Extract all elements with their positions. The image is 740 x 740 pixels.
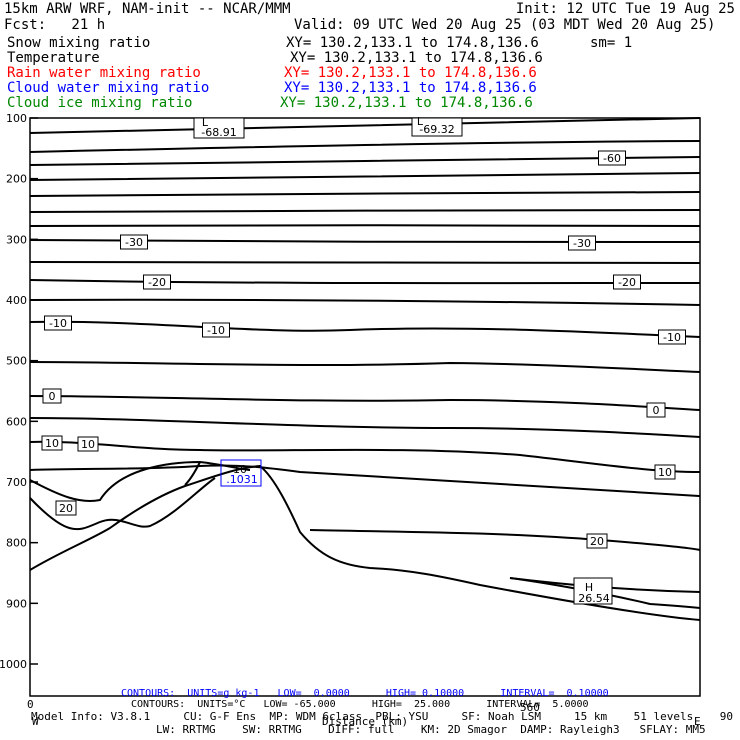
contour-label: -30 [573,237,591,250]
contour-label-box [568,235,596,251]
low-marker-letter: L [417,115,424,128]
isotherm-line [29,172,701,181]
high-value-label: 26.54 [578,592,610,605]
contour-label-box [646,402,666,418]
isotherm-line [29,477,216,531]
high-marker-letter: H [585,581,593,594]
y-tick-label: 800 [6,537,27,550]
contour-label: -20 [618,276,636,289]
field-rain-name: Rain water mixing ratio [7,65,201,81]
model-title: 15km ARW WRF, NAM-init -- NCAR/MMM [4,1,291,17]
contour-label-box [44,315,72,331]
low-value-label: -68.91 [201,126,236,139]
init-time: Init: 12 UTC Tue 19 Aug 25 [515,1,735,17]
isotherm-line [29,140,701,153]
model-info-line-2: LW: RRTMG SW: RRTMG DIFF: full KM: 2D Sm… [156,723,706,736]
contour-label-box [586,533,608,549]
y-tick-label: 900 [6,597,27,610]
isotherm-line [29,209,701,213]
black-contour-info: CONTOURS: UNITS=°C LOW= -65.000 HIGH= 25… [131,699,589,710]
isotherm-line-20 [29,460,251,502]
isotherm-line-20 [309,529,701,551]
contour-label-box [55,500,77,516]
field-cloudice-name: Cloud ice mixing ratio [7,95,193,111]
smoothing-value: sm= 1 [590,35,633,51]
x-end-label: 560 [520,701,540,714]
isotherm-line [509,577,701,609]
contour-label: 20 [590,535,604,548]
x-axis-label: Distance (km) [322,715,409,728]
field-rain-xy: XY= 130.2,133.1 to 174.8,136.6 [284,65,537,81]
contour-label-box [120,234,148,250]
isotherm-line [29,224,701,227]
field-snow-name: Snow mixing ratio [7,35,151,51]
field-snow-xy: XY= 130.2,133.1 to 174.8,136.6 [286,35,539,51]
y-tick-label: 500 [6,355,27,368]
y-axis-ticks: 100 200 300 400 500 600 700 800 900 1000 [0,112,38,671]
isotherm-line [29,260,701,265]
valid-time: Valid: 09 UTC Wed 20 Aug 25 (03 MDT Wed … [294,17,716,33]
contour-label: -10 [207,324,225,337]
x-left-letter: W [32,715,39,728]
field-temperature-xy: XY= 130.2,133.1 to 174.8,136.6 [290,50,543,66]
field-cloudice-xy: XY= 130.2,133.1 to 174.8,136.6 [280,95,533,111]
low-marker-letter: L [202,116,209,129]
y-tick-label: 400 [6,294,27,307]
contour-label: -10 [49,317,67,330]
contour-label: -60 [603,152,621,165]
y-tick-label: 100 [6,112,27,125]
isotherm-line [29,298,701,306]
isotherm-line [29,464,701,497]
contour-label-box [42,388,62,404]
isotherm-line [29,117,701,134]
cloud-water-max-value: .1031 [226,473,258,486]
contour-label: 10 [658,466,672,479]
field-cloudwater-xy: XY= 130.2,133.1 to 174.8,136.6 [284,80,537,96]
contour-label-box [41,435,63,451]
model-info-line-1: Model Info: V3.8.1 CU: G-F Ens MP: WDM 6… [31,710,740,723]
contour-label: 0 [49,390,56,403]
y-tick-label: 600 [6,415,27,428]
contour-label-box [654,464,676,480]
contour-label: -20 [148,276,166,289]
contour-label-box [143,274,171,290]
y-tick-label: 200 [6,173,27,186]
contour-label-box [598,150,626,166]
y-tick-label: 300 [6,233,27,246]
isotherm-line [29,361,701,373]
y-tick-label: 1000 [0,658,27,671]
extrema-markers: L -68.91 L -69.32 H 26.54 10 .1031 [193,115,613,605]
low-value-label: -69.32 [419,123,454,136]
field-cloudwater-name: Cloud water mixing ratio [7,80,210,96]
forecast-hour: Fcst: 21 h [4,17,106,33]
field-temperature-name: Temperature [7,50,100,66]
contour-label: 10 [81,438,95,451]
isotherm-line [184,461,201,486]
terrain-outline [29,464,701,621]
blue-contour-info: CONTOURS: UNITS=g kg-1 LOW= 0.0000 HIGH=… [121,688,609,699]
contour-label-box [658,329,686,345]
isotherm-line-minus20 [29,279,701,285]
x-start-label: 0 [27,698,34,711]
contour-label: -10 [663,331,681,344]
contour-label-box [202,322,230,338]
contour-label-box [77,436,99,452]
isotherm-line [29,191,701,197]
isotherm-line-zero [29,395,701,411]
plot-frame [29,117,701,697]
x-right-letter: E [694,715,701,728]
contour-label: 0 [653,404,660,417]
y-tick-label: 700 [6,476,27,489]
cloud-water-center-label: 10 [233,463,247,476]
isotherm-line [29,417,701,438]
isotherm-line-10 [29,440,701,473]
contour-label: -30 [125,236,143,249]
contour-labels: -60 -30 -30 -20 -20 -10 -10 -10 0 0 10 10 10 20 20 [41,150,686,549]
contour-label: 10 [45,437,59,450]
contour-label: 20 [59,502,73,515]
isotherm-line-minus10 [29,320,701,338]
contour-label-box [613,274,641,290]
